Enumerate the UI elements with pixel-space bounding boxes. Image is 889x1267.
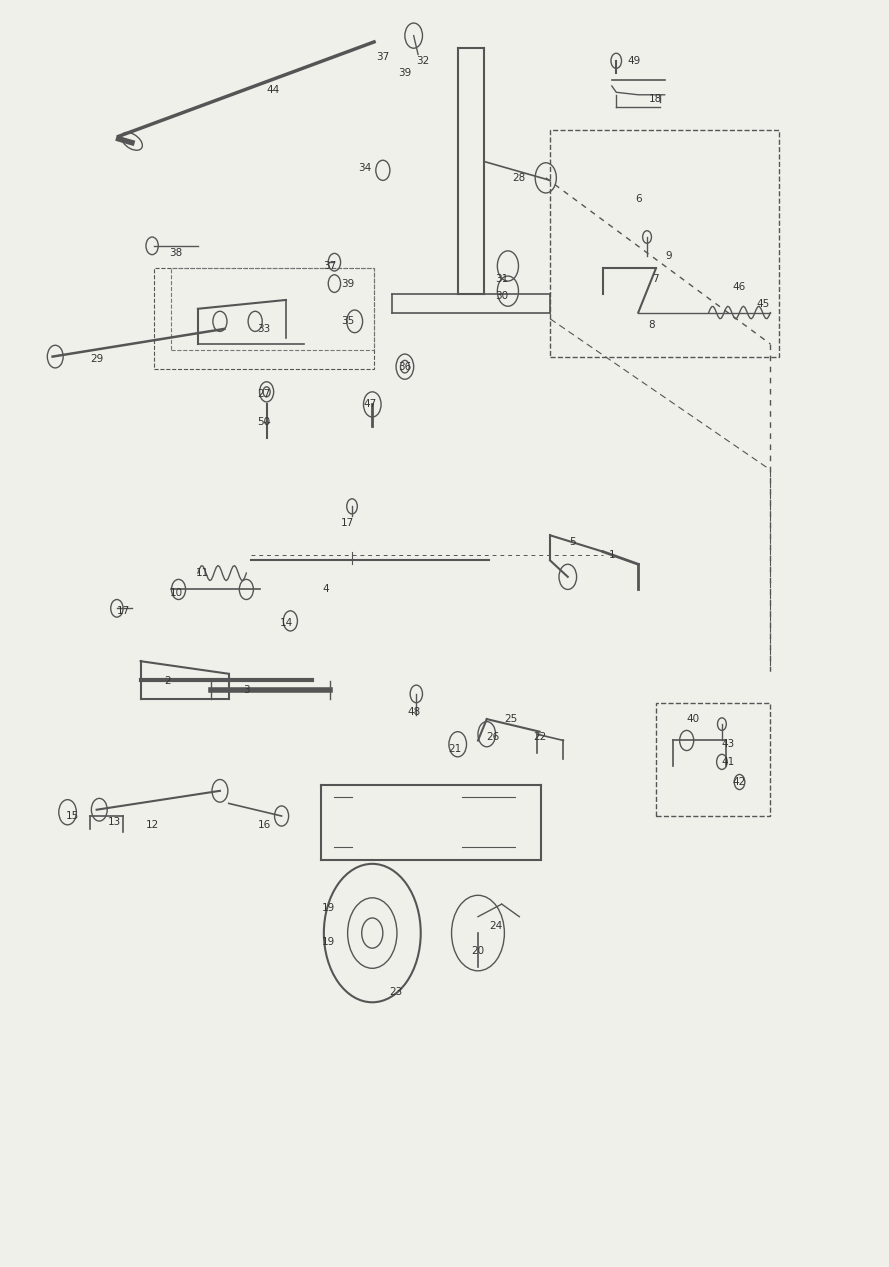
Text: 9: 9 <box>666 251 672 261</box>
Text: 37: 37 <box>324 261 337 271</box>
Text: 45: 45 <box>757 299 770 309</box>
Text: 47: 47 <box>363 399 376 409</box>
Text: 4: 4 <box>323 584 329 594</box>
Text: 32: 32 <box>416 56 429 66</box>
Text: 33: 33 <box>257 324 270 334</box>
Text: 24: 24 <box>489 921 502 930</box>
Text: 8: 8 <box>648 321 655 331</box>
Text: 15: 15 <box>67 811 79 821</box>
Text: 13: 13 <box>108 817 121 827</box>
Text: 46: 46 <box>733 283 746 293</box>
Text: 6: 6 <box>635 194 642 204</box>
Text: 2: 2 <box>164 677 171 687</box>
Text: 17: 17 <box>341 518 354 528</box>
Text: 31: 31 <box>495 274 509 284</box>
Text: 3: 3 <box>243 685 250 696</box>
Text: 30: 30 <box>495 291 509 302</box>
Text: 37: 37 <box>376 52 389 62</box>
Text: 26: 26 <box>486 732 500 741</box>
Text: 38: 38 <box>169 248 182 258</box>
Text: 48: 48 <box>407 707 420 717</box>
Text: 22: 22 <box>533 732 546 741</box>
Text: 17: 17 <box>116 606 130 616</box>
Text: 27: 27 <box>257 389 270 399</box>
Text: 28: 28 <box>513 172 526 182</box>
Text: 34: 34 <box>358 162 372 172</box>
Text: 44: 44 <box>266 85 279 95</box>
Text: 7: 7 <box>653 274 659 284</box>
Text: 20: 20 <box>471 945 485 955</box>
Text: 19: 19 <box>322 936 335 946</box>
Text: 43: 43 <box>722 739 734 749</box>
Text: 50: 50 <box>258 417 270 427</box>
Text: 35: 35 <box>341 317 354 327</box>
Text: 39: 39 <box>341 279 354 289</box>
Text: 11: 11 <box>196 568 209 578</box>
Text: 1: 1 <box>608 550 615 560</box>
Text: 10: 10 <box>169 588 182 598</box>
Text: 16: 16 <box>257 820 270 830</box>
Text: 18: 18 <box>649 94 662 104</box>
Text: 36: 36 <box>398 361 412 371</box>
Text: 25: 25 <box>504 715 517 723</box>
Text: 49: 49 <box>628 56 640 66</box>
Text: 19: 19 <box>322 903 335 914</box>
Text: 5: 5 <box>569 537 575 546</box>
Text: 29: 29 <box>90 353 103 364</box>
Text: 40: 40 <box>686 715 700 723</box>
Text: 14: 14 <box>279 618 292 628</box>
Text: 21: 21 <box>448 744 461 754</box>
Text: 42: 42 <box>733 777 746 787</box>
Text: 23: 23 <box>389 987 403 997</box>
Text: 39: 39 <box>398 68 412 79</box>
Text: 41: 41 <box>722 756 734 767</box>
Text: 12: 12 <box>146 820 159 830</box>
